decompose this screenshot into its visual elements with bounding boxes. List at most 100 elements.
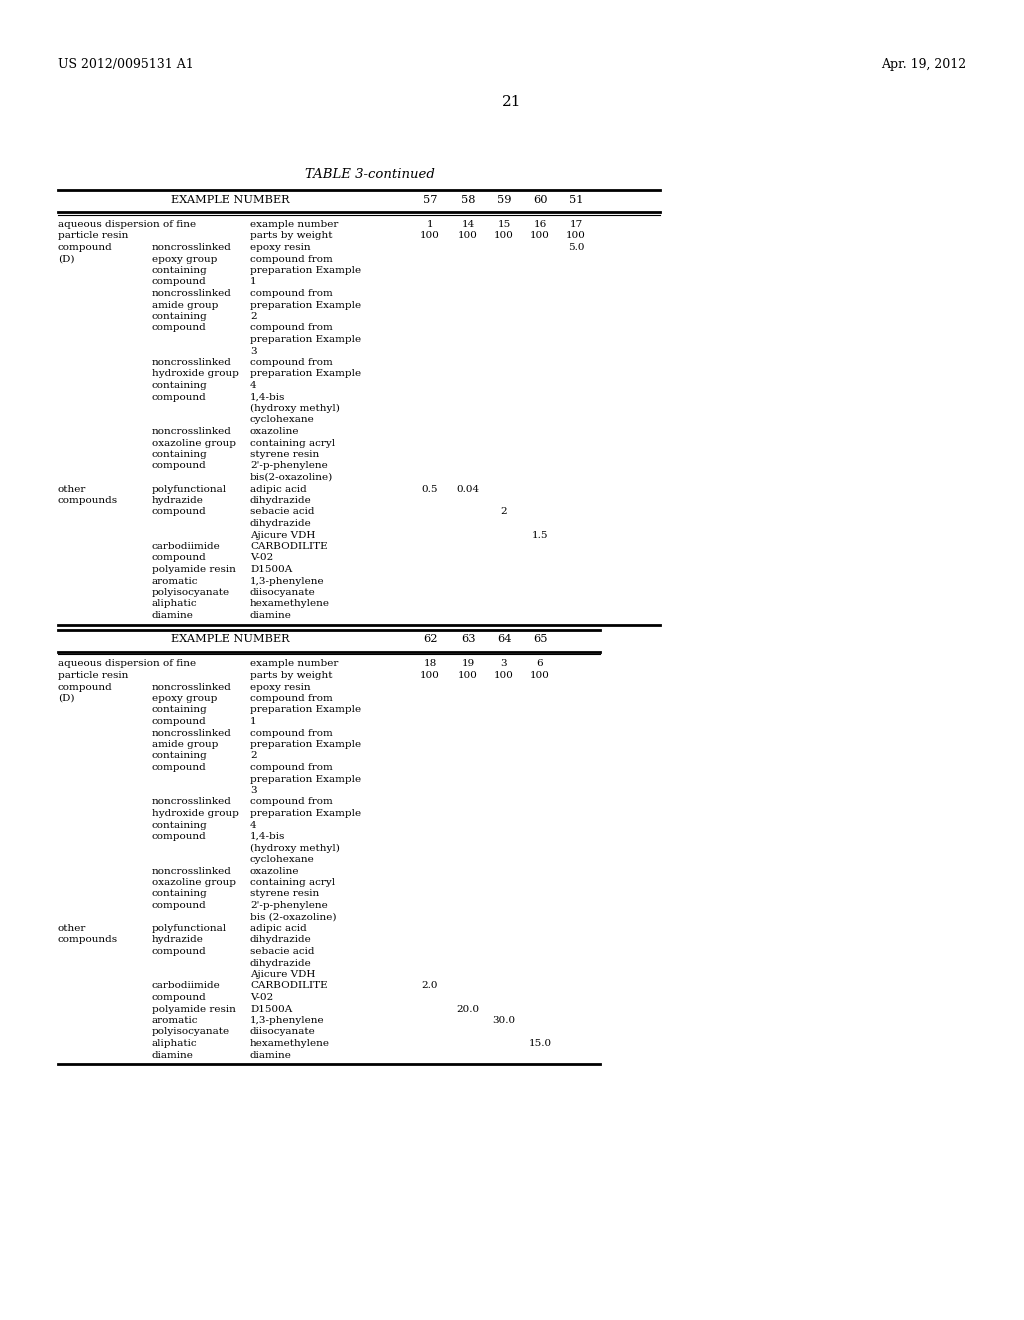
Text: Ajicure VDH: Ajicure VDH bbox=[250, 531, 315, 540]
Text: preparation Example: preparation Example bbox=[250, 335, 361, 345]
Text: oxazoline: oxazoline bbox=[250, 866, 299, 875]
Text: carbodiimide: carbodiimide bbox=[152, 982, 221, 990]
Text: compound from: compound from bbox=[250, 323, 333, 333]
Text: particle resin: particle resin bbox=[58, 671, 128, 680]
Text: example number: example number bbox=[250, 220, 338, 228]
Text: hydrazide: hydrazide bbox=[152, 936, 204, 945]
Text: containing: containing bbox=[152, 705, 208, 714]
Text: CARBODILITE: CARBODILITE bbox=[250, 543, 328, 550]
Text: 15: 15 bbox=[498, 220, 511, 228]
Text: other: other bbox=[58, 484, 86, 494]
Text: preparation Example: preparation Example bbox=[250, 705, 361, 714]
Text: EXAMPLE NUMBER: EXAMPLE NUMBER bbox=[171, 635, 290, 644]
Text: epoxy resin: epoxy resin bbox=[250, 682, 310, 692]
Text: compound: compound bbox=[58, 243, 113, 252]
Text: particle resin: particle resin bbox=[58, 231, 128, 240]
Text: dihydrazide: dihydrazide bbox=[250, 936, 311, 945]
Text: preparation Example: preparation Example bbox=[250, 809, 361, 818]
Text: compound from: compound from bbox=[250, 694, 333, 704]
Text: diamine: diamine bbox=[250, 611, 292, 620]
Text: noncrosslinked: noncrosslinked bbox=[152, 682, 231, 692]
Text: 100: 100 bbox=[458, 671, 478, 680]
Text: EXAMPLE NUMBER: EXAMPLE NUMBER bbox=[171, 195, 290, 205]
Text: diamine: diamine bbox=[152, 611, 194, 620]
Text: Apr. 19, 2012: Apr. 19, 2012 bbox=[881, 58, 966, 71]
Text: epoxy resin: epoxy resin bbox=[250, 243, 310, 252]
Text: oxazoline group: oxazoline group bbox=[152, 438, 236, 447]
Text: hexamethylene: hexamethylene bbox=[250, 599, 330, 609]
Text: 59: 59 bbox=[497, 195, 511, 205]
Text: noncrosslinked: noncrosslinked bbox=[152, 426, 231, 436]
Text: 2.0: 2.0 bbox=[422, 982, 438, 990]
Text: 58: 58 bbox=[461, 195, 475, 205]
Text: containing: containing bbox=[152, 751, 208, 760]
Text: (D): (D) bbox=[58, 694, 75, 704]
Text: V-02: V-02 bbox=[250, 993, 273, 1002]
Text: containing: containing bbox=[152, 267, 208, 275]
Text: compound: compound bbox=[152, 946, 207, 956]
Text: oxazoline group: oxazoline group bbox=[152, 878, 236, 887]
Text: 62: 62 bbox=[423, 635, 437, 644]
Text: 4: 4 bbox=[250, 821, 257, 829]
Text: 1: 1 bbox=[250, 277, 257, 286]
Text: compound from: compound from bbox=[250, 255, 333, 264]
Text: 1,4-bis: 1,4-bis bbox=[250, 392, 286, 401]
Text: 1: 1 bbox=[427, 220, 433, 228]
Text: 3: 3 bbox=[250, 346, 257, 355]
Text: compound from: compound from bbox=[250, 797, 333, 807]
Text: 18: 18 bbox=[423, 660, 436, 668]
Text: bis (2-oxazoline): bis (2-oxazoline) bbox=[250, 912, 337, 921]
Text: (D): (D) bbox=[58, 255, 75, 264]
Text: 2: 2 bbox=[250, 751, 257, 760]
Text: noncrosslinked: noncrosslinked bbox=[152, 797, 231, 807]
Text: compound: compound bbox=[58, 682, 113, 692]
Text: compound from: compound from bbox=[250, 763, 333, 772]
Text: aromatic: aromatic bbox=[152, 577, 199, 586]
Text: compound from: compound from bbox=[250, 729, 333, 738]
Text: adipic acid: adipic acid bbox=[250, 484, 307, 494]
Text: 19: 19 bbox=[462, 660, 475, 668]
Text: US 2012/0095131 A1: US 2012/0095131 A1 bbox=[58, 58, 194, 71]
Text: 0.5: 0.5 bbox=[422, 484, 438, 494]
Text: TABLE 3-continued: TABLE 3-continued bbox=[305, 168, 435, 181]
Text: compound: compound bbox=[152, 902, 207, 909]
Text: other: other bbox=[58, 924, 86, 933]
Text: 2: 2 bbox=[501, 507, 507, 516]
Text: compound: compound bbox=[152, 507, 207, 516]
Text: amide group: amide group bbox=[152, 301, 218, 309]
Text: cyclohexane: cyclohexane bbox=[250, 855, 314, 865]
Text: 65: 65 bbox=[532, 635, 547, 644]
Text: sebacie acid: sebacie acid bbox=[250, 507, 314, 516]
Text: compound: compound bbox=[152, 553, 207, 562]
Text: 100: 100 bbox=[530, 231, 550, 240]
Text: 60: 60 bbox=[532, 195, 547, 205]
Text: 17: 17 bbox=[569, 220, 583, 228]
Text: (hydroxy methyl): (hydroxy methyl) bbox=[250, 843, 340, 853]
Text: preparation Example: preparation Example bbox=[250, 370, 361, 379]
Text: 100: 100 bbox=[458, 231, 478, 240]
Text: (hydroxy methyl): (hydroxy methyl) bbox=[250, 404, 340, 413]
Text: polyamide resin: polyamide resin bbox=[152, 1005, 236, 1014]
Text: epoxy group: epoxy group bbox=[152, 255, 217, 264]
Text: styrene resin: styrene resin bbox=[250, 450, 319, 459]
Text: noncrosslinked: noncrosslinked bbox=[152, 866, 231, 875]
Text: 51: 51 bbox=[568, 195, 584, 205]
Text: polyisocyanate: polyisocyanate bbox=[152, 587, 230, 597]
Text: noncrosslinked: noncrosslinked bbox=[152, 243, 231, 252]
Text: containing: containing bbox=[152, 450, 208, 459]
Text: 3: 3 bbox=[501, 660, 507, 668]
Text: 2: 2 bbox=[250, 312, 257, 321]
Text: compound: compound bbox=[152, 462, 207, 470]
Text: containing acryl: containing acryl bbox=[250, 438, 335, 447]
Text: 1,4-bis: 1,4-bis bbox=[250, 832, 286, 841]
Text: compounds: compounds bbox=[58, 496, 118, 506]
Text: Ajicure VDH: Ajicure VDH bbox=[250, 970, 315, 979]
Text: 21: 21 bbox=[502, 95, 522, 110]
Text: 3: 3 bbox=[250, 785, 257, 795]
Text: containing: containing bbox=[152, 890, 208, 899]
Text: D1500A: D1500A bbox=[250, 565, 292, 574]
Text: compound: compound bbox=[152, 763, 207, 772]
Text: compound: compound bbox=[152, 832, 207, 841]
Text: 2'-p-phenylene: 2'-p-phenylene bbox=[250, 902, 328, 909]
Text: compound from: compound from bbox=[250, 358, 333, 367]
